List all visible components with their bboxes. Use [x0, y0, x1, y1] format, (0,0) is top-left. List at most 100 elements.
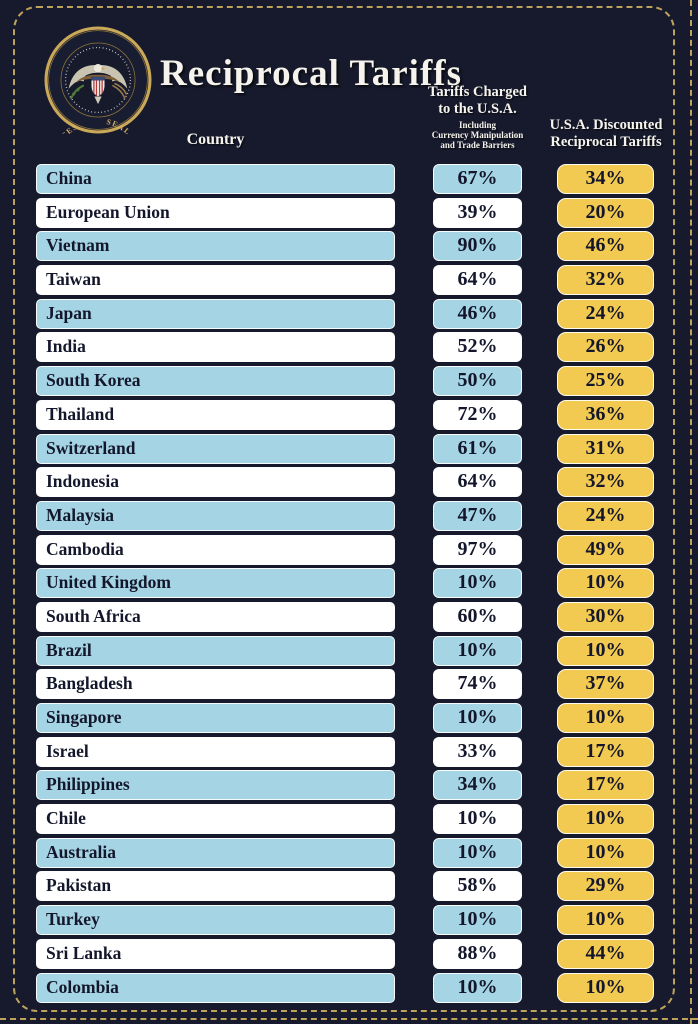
- charged-header-sub1: Including: [458, 120, 497, 130]
- table-row: Bangladesh 74% 37%: [36, 669, 656, 700]
- table-row: Pakistan 58% 29%: [36, 871, 656, 902]
- country-cell: South Korea: [36, 366, 395, 397]
- charged-tariff-cell: 90%: [433, 231, 522, 262]
- charged-tariff-cell: 34%: [433, 770, 522, 801]
- discounted-tariff-cell: 10%: [557, 703, 654, 733]
- column-header-discounted: U.S.A. Discounted Reciprocal Tariffs: [528, 117, 684, 150]
- discounted-tariff-cell: 49%: [557, 534, 654, 565]
- table-row: Sri Lanka 88% 44%: [36, 938, 656, 969]
- outer-dashed-edge-bottom: [0, 1018, 698, 1020]
- charged-tariff-cell: 50%: [433, 366, 522, 397]
- table-row: Malaysia 47% 24%: [36, 500, 656, 531]
- discounted-tariff-cell: 17%: [557, 770, 654, 801]
- charged-tariff-cell: 64%: [433, 467, 522, 498]
- table-row: Israel 33% 17%: [36, 736, 656, 767]
- discounted-tariff-cell: 26%: [557, 332, 654, 363]
- charged-tariff-cell: 64%: [433, 265, 522, 296]
- discounted-tariff-cell: 10%: [557, 905, 654, 936]
- country-cell: Chile: [36, 804, 395, 835]
- discounted-tariff-cell: 30%: [557, 601, 654, 632]
- country-cell: Cambodia: [36, 534, 395, 565]
- discounted-header-line2: Reciprocal Tariffs: [550, 133, 662, 150]
- charged-header-sub2: Currency Manipulation: [431, 130, 524, 140]
- country-cell: Indonesia: [36, 467, 395, 498]
- country-cell: Sri Lanka: [36, 938, 395, 969]
- presidential-seal-icon: SEAL OF THE PRESIDENT OF THE UNITED STAT…: [44, 26, 152, 134]
- table-row: Taiwan 64% 32%: [36, 265, 656, 296]
- discounted-tariff-cell: 29%: [557, 871, 654, 902]
- discounted-tariff-cell: 10%: [557, 972, 654, 1003]
- table-row: United Kingdom 10% 10%: [36, 568, 656, 599]
- discounted-header-line1: U.S.A. Discounted: [549, 117, 663, 133]
- charged-tariff-cell: 52%: [433, 332, 522, 363]
- country-cell: Bangladesh: [36, 669, 395, 700]
- table-row: Cambodia 97% 49%: [36, 534, 656, 565]
- country-cell: Singapore: [36, 703, 395, 733]
- country-cell: Japan: [36, 298, 395, 329]
- table-row: Turkey 10% 10%: [36, 905, 656, 936]
- discounted-tariff-cell: 37%: [557, 669, 654, 700]
- charged-tariff-cell: 88%: [433, 938, 522, 969]
- discounted-tariff-cell: 10%: [557, 804, 654, 835]
- charged-tariff-cell: 58%: [433, 871, 522, 902]
- discounted-tariff-cell: 32%: [557, 265, 654, 296]
- column-header-tariffs-charged: Tariffs Charged to the U.S.A. Including …: [405, 84, 550, 150]
- discounted-tariff-cell: 34%: [557, 164, 654, 194]
- country-cell: Philippines: [36, 770, 395, 801]
- discounted-tariff-cell: 31%: [557, 433, 654, 464]
- charged-tariff-cell: 33%: [433, 736, 522, 767]
- charged-tariff-cell: 47%: [433, 500, 522, 531]
- country-cell: Israel: [36, 736, 395, 767]
- country-cell: Turkey: [36, 905, 395, 936]
- tariff-table: China 67% 34% European Union 39% 20% Vie…: [36, 164, 656, 1006]
- charged-tariff-cell: 10%: [433, 804, 522, 835]
- table-row: Colombia 10% 10%: [36, 972, 656, 1003]
- country-cell: Colombia: [36, 972, 395, 1003]
- discounted-tariff-cell: 24%: [557, 298, 654, 329]
- discounted-tariff-cell: 36%: [557, 399, 654, 430]
- country-cell: Brazil: [36, 635, 395, 666]
- charged-tariff-cell: 61%: [433, 433, 522, 464]
- page-title: Reciprocal Tariffs: [160, 53, 462, 94]
- charged-tariff-cell: 72%: [433, 399, 522, 430]
- table-row: Vietnam 90% 46%: [36, 231, 656, 262]
- charged-tariff-cell: 97%: [433, 534, 522, 565]
- charged-tariff-cell: 46%: [433, 298, 522, 329]
- discounted-tariff-cell: 24%: [557, 500, 654, 531]
- charged-tariff-cell: 10%: [433, 837, 522, 868]
- charged-tariff-cell: 10%: [433, 972, 522, 1003]
- charged-tariff-cell: 10%: [433, 905, 522, 936]
- charged-header-line1: Tariffs Charged: [428, 84, 527, 100]
- country-cell: Thailand: [36, 399, 395, 430]
- table-row: Indonesia 64% 32%: [36, 467, 656, 498]
- table-row: Australia 10% 10%: [36, 837, 656, 868]
- discounted-tariff-cell: 20%: [557, 197, 654, 228]
- charged-tariff-cell: 39%: [433, 197, 522, 228]
- discounted-tariff-cell: 25%: [557, 366, 654, 397]
- charged-header-line2: to the U.S.A.: [438, 100, 517, 117]
- table-row: South Korea 50% 25%: [36, 366, 656, 397]
- charged-tariff-cell: 10%: [433, 703, 522, 733]
- charged-tariff-cell: 60%: [433, 601, 522, 632]
- discounted-tariff-cell: 46%: [557, 231, 654, 262]
- discounted-tariff-cell: 10%: [557, 568, 654, 599]
- eagle-emblem: [68, 64, 128, 105]
- table-row: European Union 39% 20%: [36, 197, 656, 228]
- charged-tariff-cell: 74%: [433, 669, 522, 700]
- discounted-tariff-cell: 10%: [557, 837, 654, 868]
- charged-tariff-cell: 10%: [433, 635, 522, 666]
- country-cell: Taiwan: [36, 265, 395, 296]
- table-row: Philippines 34% 17%: [36, 770, 656, 801]
- table-row: Chile 10% 10%: [36, 804, 656, 835]
- country-cell: Australia: [36, 837, 395, 868]
- country-cell: Switzerland: [36, 433, 395, 464]
- country-header-label: Country: [186, 131, 245, 148]
- charged-header-sub3: and Trade Barriers: [440, 140, 515, 150]
- discounted-tariff-cell: 17%: [557, 736, 654, 767]
- discounted-tariff-cell: 44%: [557, 938, 654, 969]
- country-cell: India: [36, 332, 395, 363]
- table-row: India 52% 26%: [36, 332, 656, 363]
- table-row: Singapore 10% 10%: [36, 703, 656, 733]
- table-row: China 67% 34%: [36, 164, 656, 194]
